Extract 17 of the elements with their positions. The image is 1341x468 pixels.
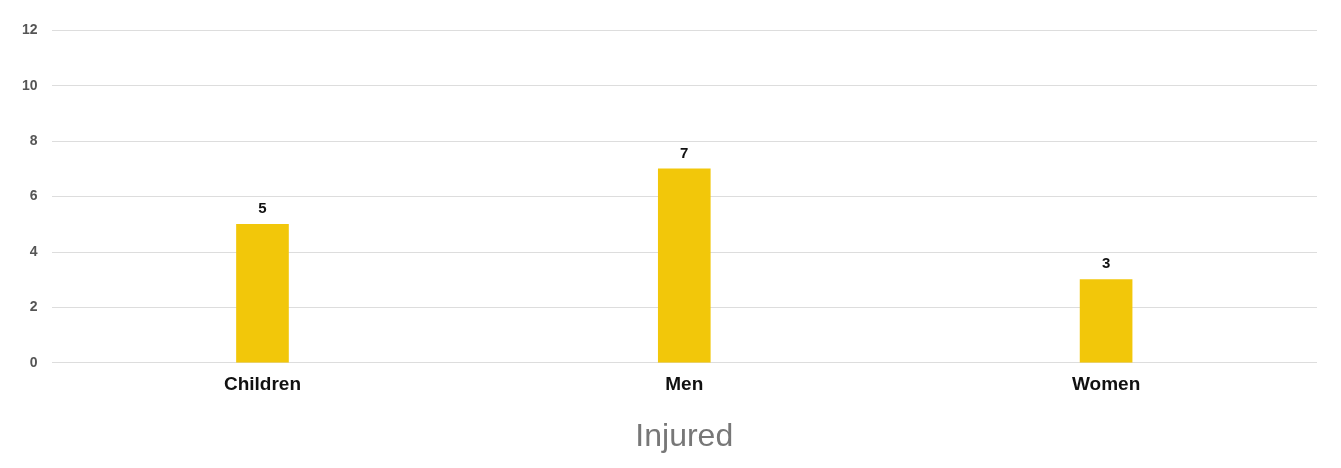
x-axis-title: Injured bbox=[635, 416, 734, 453]
bar bbox=[236, 223, 289, 363]
bar bbox=[1079, 279, 1133, 363]
data-label: 7 bbox=[680, 143, 689, 161]
y-tick-label: 2 bbox=[29, 298, 38, 315]
x-tick-label: Men bbox=[665, 373, 704, 395]
data-label: 5 bbox=[258, 198, 267, 216]
y-tick-label: 10 bbox=[21, 76, 38, 93]
x-tick-label: Women bbox=[1071, 373, 1141, 395]
y-tick-label: 6 bbox=[29, 187, 38, 204]
y-tick-label: 0 bbox=[29, 353, 38, 370]
y-tick-label: 4 bbox=[29, 242, 38, 259]
x-tick-label: Children bbox=[223, 373, 302, 395]
y-tick-label: 8 bbox=[29, 132, 38, 149]
y-tick-label: 12 bbox=[21, 21, 38, 38]
bar bbox=[657, 168, 711, 363]
data-label: 3 bbox=[1101, 254, 1111, 272]
